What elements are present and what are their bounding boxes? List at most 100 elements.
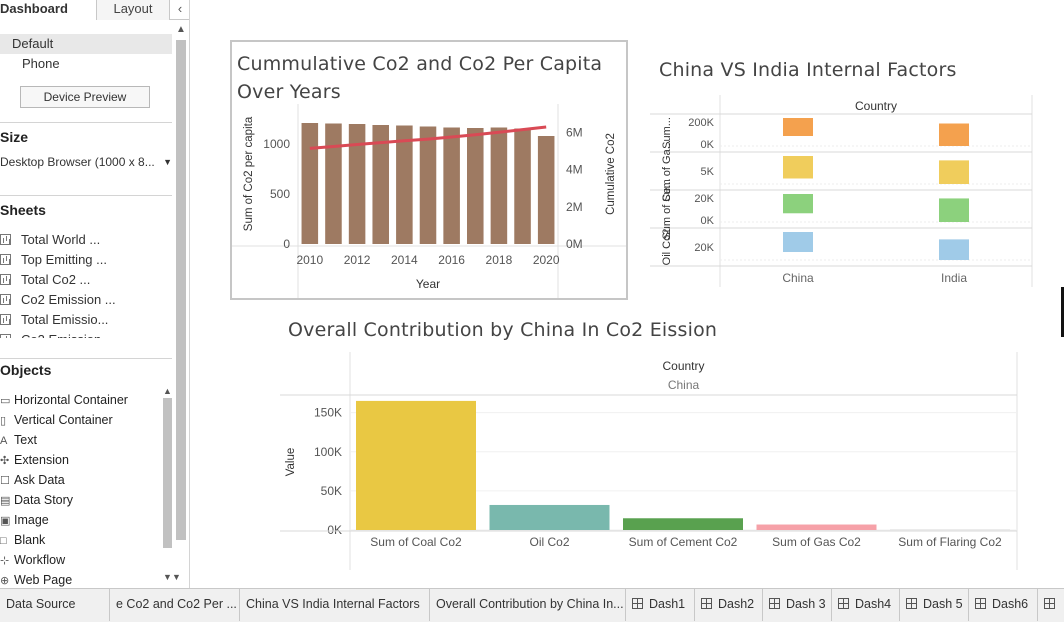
divider	[0, 358, 172, 359]
collapse-panel-icon[interactable]: ‹	[177, 1, 183, 16]
row-tick-label: 200K	[688, 117, 714, 129]
device-preview-button[interactable]: Device Preview	[20, 86, 150, 108]
object-item[interactable]: ✣ Extension	[0, 450, 162, 470]
column-header: Country	[855, 99, 897, 113]
sheet-tab-label: Dash6	[992, 597, 1029, 611]
sheet-tab[interactable]: Dash4	[832, 589, 900, 621]
object-item[interactable]: ▣ Image	[0, 510, 162, 530]
category-label: Sum of Flaring Co2	[898, 535, 1002, 549]
sheet-tab[interactable]: Dash2	[695, 589, 763, 621]
bar-mark	[783, 156, 813, 179]
object-item[interactable]: ⊕ Web Page	[0, 570, 162, 588]
category-label: Sum of Coal Co2	[370, 535, 462, 549]
category-label: India	[941, 271, 967, 285]
sheet-list-item[interactable]: Co2 Emission	[0, 330, 172, 338]
y-tick-label: 100K	[314, 445, 342, 459]
sheet-tab-label: Dash 5	[923, 597, 963, 611]
device-phone[interactable]: Phone	[22, 56, 60, 71]
sheet-title-line: Cummulative Co2 and Co2 Per Capita	[237, 53, 603, 75]
text-cursor	[1061, 287, 1064, 337]
scroll-up-icon[interactable]: ▲	[163, 386, 172, 396]
row-label: Sum of Ga...	[661, 140, 673, 202]
sheet-tab-label: China VS India Internal Factors	[246, 597, 420, 611]
bar-mark	[756, 524, 877, 530]
bar-mark	[783, 194, 813, 214]
row-tick-label: 5K	[701, 166, 715, 178]
blank-icon: □	[0, 535, 7, 547]
web-page-icon: ⊕	[0, 575, 10, 587]
tab-layout[interactable]: Layout	[96, 0, 170, 20]
sheet-list-label: Co2 Emission	[21, 332, 101, 338]
scroll-down-icon[interactable]: ▼	[172, 572, 181, 582]
sheet-tab-label: Dash1	[649, 597, 686, 611]
sheet-tab[interactable]: China VS India Internal Factors	[240, 589, 430, 621]
sheet-tab-label: e Co2 and Co2 Per ...	[116, 597, 237, 611]
sheet-tab[interactable]: Dash 5	[900, 589, 969, 621]
size-dropdown[interactable]: Desktop Browser (1000 x 8... ▼	[0, 154, 172, 172]
y2-tick-label: 6M	[566, 126, 583, 140]
object-item[interactable]: ☐ Ask Data	[0, 470, 162, 490]
tab-dashboard[interactable]: Dashboard	[0, 0, 96, 21]
sheet-tab[interactable]: e Co2 and Co2 Per ...	[110, 589, 240, 621]
bar-mark	[537, 136, 555, 244]
scrollbar-thumb[interactable]	[163, 398, 172, 548]
sheet-list-label: Total World ...	[21, 232, 101, 247]
horizontal-container-icon: ▭	[0, 395, 11, 407]
row-tick-label: 0K	[701, 215, 715, 227]
sheet-list-item[interactable]: Co2 Emission ...	[0, 290, 172, 310]
sheet-tab[interactable]: Dash6	[969, 589, 1038, 621]
bar-mark	[783, 118, 813, 136]
object-label: Horizontal Container	[14, 393, 128, 407]
x-tick-label: 2014	[391, 253, 418, 267]
scroll-down-icon[interactable]: ▼	[163, 572, 172, 582]
object-item[interactable]: A Text	[0, 430, 162, 450]
bar-mark	[783, 232, 813, 252]
object-item[interactable]: ⊹ Workflow	[0, 550, 162, 570]
sheet-tab[interactable]: Overall Contribution by China In...	[430, 589, 626, 621]
y-tick-label: 1000	[263, 137, 290, 151]
row-label: Oil Co2	[661, 229, 673, 266]
device-default[interactable]: Default	[0, 34, 172, 54]
y-axis-title: Sum of Co2 per capita	[243, 116, 255, 231]
sheet-tab[interactable]: Dash 3	[763, 589, 832, 621]
scrollbar-thumb[interactable]	[176, 40, 186, 540]
worksheet-icon	[0, 294, 11, 305]
dashboard-tab-icon	[838, 598, 849, 609]
object-label: Web Page	[14, 573, 73, 587]
sheet-list-item[interactable]: Top Emitting ...	[0, 250, 172, 270]
category-label: Oil Co2	[529, 535, 569, 549]
sheet-tab-bar: Data Source e Co2 and Co2 Per ... China VS…	[0, 588, 1064, 622]
sheet-tab[interactable]: Dash1	[626, 589, 695, 621]
combo-chart: 0 500 1000 0M 2M 4M 6M 2010 2012 2014 2016 2018 2020…	[232, 104, 626, 298]
object-item[interactable]: □ Blank	[0, 530, 162, 550]
category-label: Sum of Cement Co2	[629, 535, 738, 549]
worksheet-icon	[0, 254, 11, 265]
objects-scrollbar[interactable]: ▲ ▼ ▼	[162, 384, 181, 584]
object-item[interactable]: ▭ Horizontal Container	[0, 390, 162, 410]
object-label: Blank	[14, 533, 46, 547]
sheet-cumulative-co2[interactable]: Cummulative Co2 and Co2 Per Capita Over …	[230, 40, 628, 300]
sheet-tab[interactable]: Data Source	[0, 589, 110, 621]
bar-mark	[939, 198, 969, 222]
scroll-up-icon[interactable]: ▲	[176, 24, 186, 35]
panel-scrollbar[interactable]: ▲	[173, 22, 189, 540]
x-tick-label: 2016	[438, 253, 465, 267]
dashboard-side-panel: Dashboard Layout ‹ ▲ Default Phone Devic…	[0, 0, 190, 588]
bar-mark	[443, 127, 460, 244]
size-dropdown-value: Desktop Browser (1000 x 8...	[0, 155, 155, 169]
bar-mark	[939, 123, 969, 146]
bar-mark	[514, 128, 531, 244]
ask-data-icon: ☐	[0, 475, 10, 487]
bar-mark	[372, 125, 389, 244]
sheet-list-item[interactable]: Total Emissio...	[0, 310, 172, 330]
bar-mark	[467, 128, 484, 244]
objects-list: ▭ Horizontal Container ▯ Vertical Container…	[0, 390, 162, 588]
sheet-tab[interactable]	[1038, 589, 1064, 621]
x-axis-title: Year	[416, 277, 440, 291]
sheet-list-item[interactable]: Total World ...	[0, 230, 172, 250]
sheet-list-item[interactable]: Total Co2 ...	[0, 270, 172, 290]
objects-section-title: Objects	[0, 362, 52, 378]
object-item[interactable]: ▤ Data Story	[0, 490, 162, 510]
row-label: Sum of Ce...	[661, 178, 673, 239]
object-item[interactable]: ▯ Vertical Container	[0, 410, 162, 430]
